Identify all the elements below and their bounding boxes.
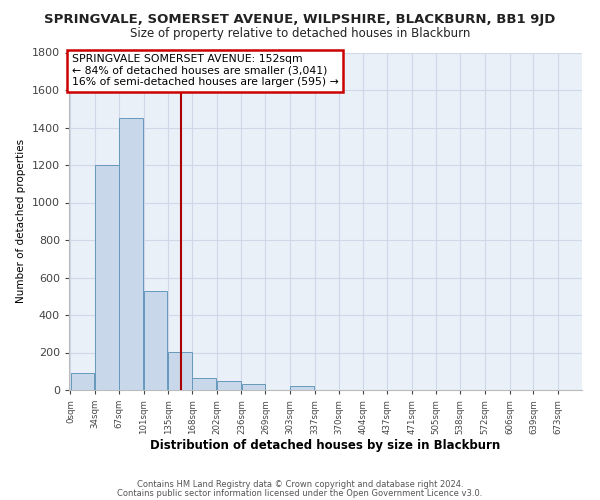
Bar [71,373,94,390]
Text: Size of property relative to detached houses in Blackburn: Size of property relative to detached ho… [130,28,470,40]
Text: Contains HM Land Registry data © Crown copyright and database right 2024.: Contains HM Land Registry data © Crown c… [137,480,463,489]
Bar [290,386,314,390]
Bar [217,381,241,390]
Text: Contains public sector information licensed under the Open Government Licence v3: Contains public sector information licen… [118,488,482,498]
Bar [193,378,216,390]
Bar [169,352,192,390]
X-axis label: Distribution of detached houses by size in Blackburn: Distribution of detached houses by size … [151,440,500,452]
Bar [95,165,119,390]
Bar [144,290,167,390]
Text: SPRINGVALE, SOMERSET AVENUE, WILPSHIRE, BLACKBURN, BB1 9JD: SPRINGVALE, SOMERSET AVENUE, WILPSHIRE, … [44,12,556,26]
Y-axis label: Number of detached properties: Number of detached properties [16,139,26,304]
Bar [242,384,265,390]
Bar [119,118,143,390]
Text: SPRINGVALE SOMERSET AVENUE: 152sqm
← 84% of detached houses are smaller (3,041)
: SPRINGVALE SOMERSET AVENUE: 152sqm ← 84%… [71,54,338,88]
